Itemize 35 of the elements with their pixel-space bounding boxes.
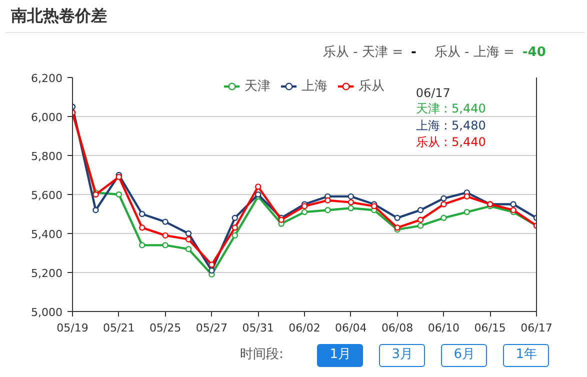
y-tick-label: 6,000 [31, 111, 63, 124]
x-tick-label: 05/25 [149, 322, 182, 334]
annotation: 乐从 : 5,440 [416, 134, 486, 149]
y-tick-label: 5,800 [31, 150, 63, 163]
y-tick-label: 5,000 [31, 306, 63, 319]
y-tick-label: 5,600 [31, 189, 63, 202]
text: 1月 [317, 344, 364, 367]
legend-label: 乐从 [358, 78, 384, 95]
x-tick-label: 05/21 [103, 322, 135, 334]
annotation: 06/17 [416, 86, 450, 100]
x-tick-label: 06/10 [428, 322, 460, 334]
x-tick-label: 06/02 [288, 322, 320, 334]
text: 乐从 - 天津 = [323, 45, 403, 60]
x-tick-label: 05/27 [196, 322, 228, 334]
y-tick-label: 5,400 [31, 228, 63, 241]
text: 6月 [441, 344, 488, 367]
x-tick-label: 06/17 [520, 322, 552, 334]
legend-label: 天津 [244, 78, 270, 95]
x-tick-label: 05/31 [242, 322, 274, 334]
x-tick-label: 06/15 [474, 322, 506, 334]
y-tick-label: 6,200 [31, 72, 63, 85]
annotation: 天津 : 5,440 [416, 102, 486, 116]
text: 时间段: [240, 347, 284, 362]
annotation: 上海 : 5,480 [416, 118, 486, 132]
text: 1年 [503, 344, 550, 367]
text: 乐从 - 上海 = [434, 45, 514, 60]
x-tick-label: 05/19 [56, 322, 88, 334]
x-tick-label: 06/04 [335, 322, 367, 334]
chart-title: 南北热卷价差 [11, 5, 107, 27]
text: 3月 [379, 344, 426, 367]
x-tick-label: 06/08 [381, 322, 414, 334]
text: -40 [522, 45, 546, 60]
text: - [410, 45, 416, 60]
legend-label: 上海 [302, 78, 328, 95]
y-tick-label: 5,200 [31, 267, 63, 280]
